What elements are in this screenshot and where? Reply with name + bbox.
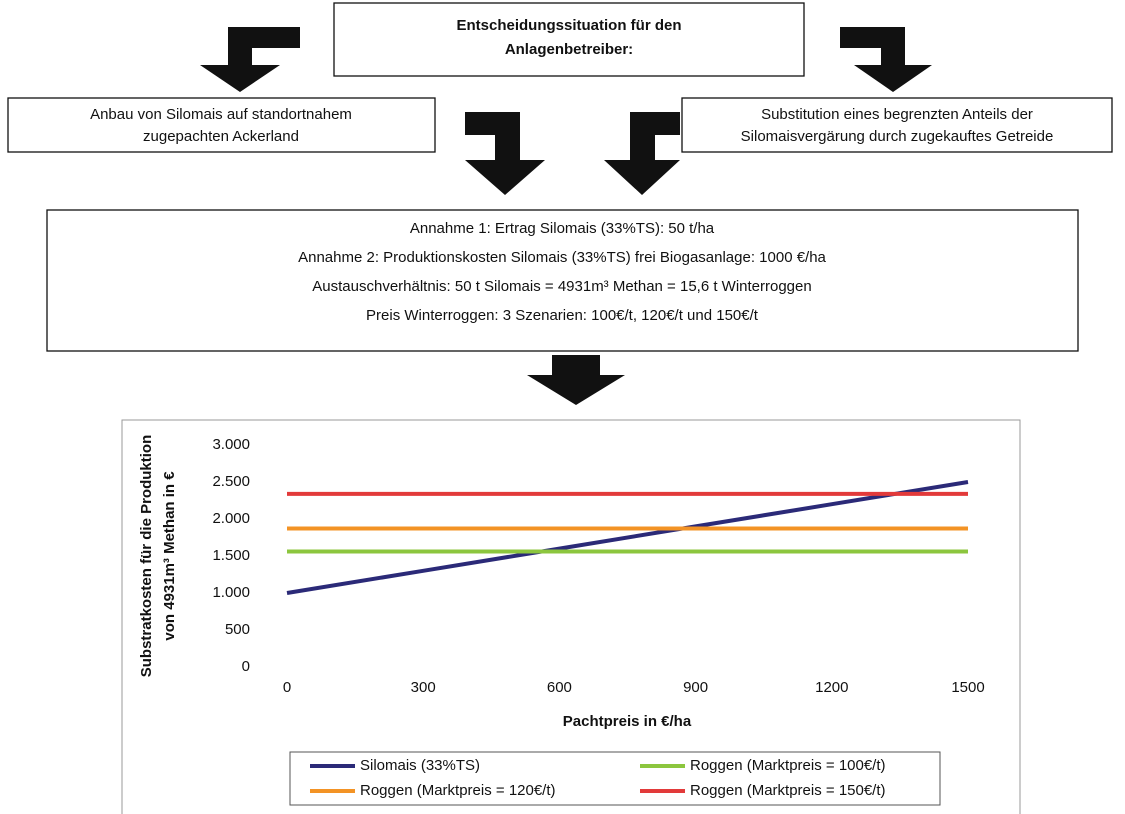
assumption-text: Annahme 1: Ertrag Silomais (33%TS): 50 t… xyxy=(410,220,715,237)
option-text: Substitution eines begrenzten Anteils de… xyxy=(761,106,1033,123)
x-tick-label: 900 xyxy=(683,679,708,696)
chart-frame xyxy=(121,419,1021,814)
option-box xyxy=(7,97,436,153)
option-text: zugepachten Ackerland xyxy=(143,128,299,145)
x-tick-label: 0 xyxy=(283,679,291,696)
arrow xyxy=(465,112,545,195)
x-axis-label: Pachtpreis in €/ha xyxy=(563,713,692,730)
arrow xyxy=(200,27,300,92)
legend xyxy=(289,751,941,806)
y-axis-label: Substratkosten für die Produktion xyxy=(138,435,155,678)
arrow xyxy=(840,27,932,92)
option-text: Anbau von Silomais auf standortnahem xyxy=(90,106,352,123)
legend-label: Roggen (Marktpreis = 100€/t) xyxy=(690,757,886,774)
arrow xyxy=(527,355,625,405)
y-tick-label: 500 xyxy=(225,621,250,638)
assumption-text: Preis Winterroggen: 3 Szenarien: 100€/t,… xyxy=(366,307,759,324)
y-tick-label: 0 xyxy=(242,658,250,675)
series-line xyxy=(286,480,969,595)
chart: Substratkosten für die Produktion von 49… xyxy=(138,435,985,806)
arrow xyxy=(604,112,680,195)
y-axis-label: von 4931m³ Methan in € xyxy=(161,471,178,641)
legend-label: Roggen (Marktpreis = 120€/t) xyxy=(360,782,556,799)
y-tick-label: 1.500 xyxy=(212,547,250,564)
assumption-text: Annahme 2: Produktionskosten Silomais (3… xyxy=(298,249,826,266)
y-tick-label: 3.000 xyxy=(212,436,250,453)
assumption-text: Austauschverhältnis: 50 t Silomais = 493… xyxy=(312,278,811,295)
option-text: Silomaisvergärung durch zugekauftes Getr… xyxy=(741,128,1054,145)
decision-text: Entscheidungssituation für den xyxy=(456,17,681,34)
y-tick-label: 2.000 xyxy=(212,510,250,527)
x-tick-label: 300 xyxy=(411,679,436,696)
legend-label: Roggen (Marktpreis = 150€/t) xyxy=(690,782,886,799)
x-tick-label: 600 xyxy=(547,679,572,696)
assumptions-box xyxy=(46,209,1079,352)
legend-label: Silomais (33%TS) xyxy=(360,757,480,774)
y-tick-label: 2.500 xyxy=(212,473,250,490)
x-tick-label: 1200 xyxy=(815,679,848,696)
x-tick-label: 1500 xyxy=(951,679,984,696)
decision-box xyxy=(333,2,805,77)
y-tick-label: 1.000 xyxy=(212,584,250,601)
decision-text: Anlagenbetreiber: xyxy=(505,41,633,58)
option-box xyxy=(681,97,1113,153)
